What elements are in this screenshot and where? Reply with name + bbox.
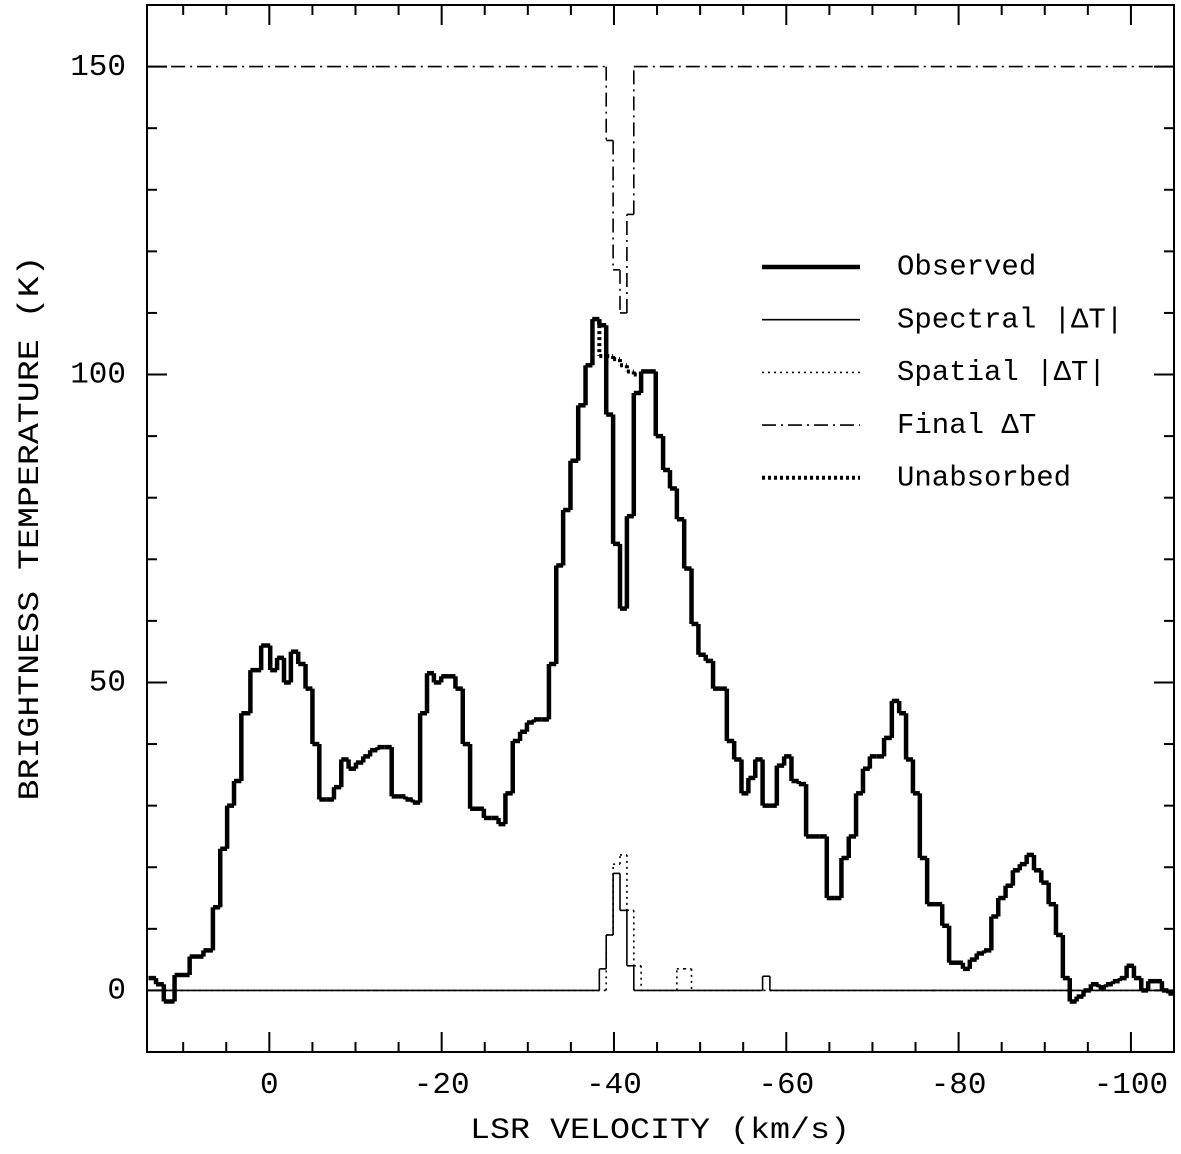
y-tick-label: 50 [89,666,126,701]
plot-frame [146,4,1175,1053]
y-tick-label: 150 [70,50,126,85]
plot-area [147,65,1174,1004]
y-axis-title: BRIGHTNESS TEMPERATURE (K) [14,256,48,801]
x-tick-label: -80 [931,1068,987,1103]
x-tick-label: 0 [260,1068,279,1103]
x-tick-label: -100 [1094,1068,1168,1103]
legend-label: Final ΔT [897,409,1036,442]
x-tick-label: -60 [758,1068,814,1103]
legend-label: Spatial |ΔT| [897,356,1106,389]
x-tick-label: -20 [414,1068,470,1103]
legend-label: Unabsorbed [897,461,1071,494]
y-tick-label: 0 [107,974,126,1009]
y-tick-label: 100 [70,358,126,393]
x-axis-title: LSR VELOCITY (km/s) [470,1114,850,1148]
legend-label: Observed [897,251,1036,284]
legend-label: Spectral |ΔT| [897,303,1123,336]
x-tick-label: -40 [586,1068,642,1103]
